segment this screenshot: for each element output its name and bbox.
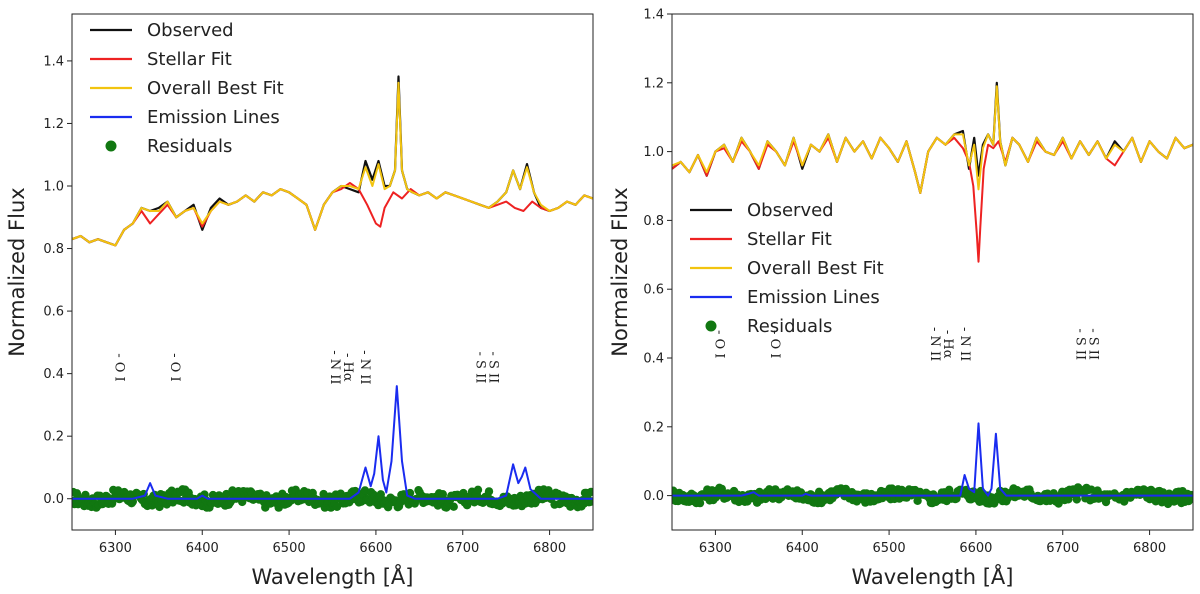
y-tick-label: 0.2 [643,420,664,435]
x-tick-label: 6600 [959,541,992,556]
legend-label-stellar: Stellar Fit [747,229,832,250]
residual-point [586,487,593,497]
x-axis-label: Wavelength [Å] [251,563,413,589]
x-tick-label: 6800 [1133,541,1166,556]
right-panel: 6300 6400 6500 6600 6700 6800 0.0 0.2 0.4 0.6 0.8 1… [608,8,1194,589]
legend-label-emission: Emission Lines [747,287,880,308]
y-axis-label: Normalized Flux [608,187,632,356]
line-id-label: - N II [927,327,942,361]
legend-marker-residuals [105,140,117,152]
line-id-label: - O I [711,330,726,358]
legend: Observed Stellar Fit Overall Best Fit Emiss… [690,200,884,337]
y-axis-label: Normalized Flux [5,187,29,356]
x-tick-label: 6600 [359,541,392,556]
x-tick-label: 6700 [446,541,479,556]
y-tick-label: 0.4 [643,352,664,367]
legend-label-bestfit: Overall Best Fit [147,78,284,99]
x-tick-label: 6500 [273,541,306,556]
y-tick-label: 1.0 [43,180,64,195]
line-id-label: - N II [957,327,972,361]
legend-label-observed: Observed [147,20,234,41]
y-tick-label: 0.8 [643,214,664,229]
y-tick-label: 0.6 [643,283,664,298]
axes-frame [71,13,594,531]
residual-point [473,485,483,494]
line-id-label: - S II [486,351,501,383]
legend-label-stellar: Stellar Fit [147,49,232,70]
line-id-label: - O I [111,353,126,381]
observed-line [72,75,593,247]
residual-point [222,489,231,499]
legend-label-observed: Observed [747,200,834,221]
plot-area [672,81,1193,509]
line-id-label: - Hα [340,353,355,382]
line-id-label: - O I [767,330,782,358]
y-tick-label: 0.0 [43,492,64,507]
line-id-label: - N II [327,350,342,384]
legend: Observed Stellar Fit Overall Best Fit Emiss… [90,20,284,157]
bestfit-line [72,81,593,247]
y-tick-label: 1.0 [643,145,664,160]
line-id-label: - S II [1086,328,1101,360]
left-panel: 6300 6400 6500 6600 6700 6800 0.0 0.2 0.4 0.6 0.8 1… [5,13,594,589]
y-tick-label: 1.2 [43,117,64,132]
legend-label-emission: Emission Lines [147,107,280,128]
y-tick-label: 1.4 [43,54,64,69]
y-tick-label: 0.8 [43,242,64,257]
plot-area [72,75,593,512]
line-id-label: - O I [167,353,182,381]
y-tick-label: 0.0 [643,489,664,504]
residual-point [1072,495,1082,504]
x-tick-label: 6400 [186,541,219,556]
legend-label-residuals: Residuals [147,136,232,157]
axes-frame [671,13,1194,531]
emission-line [72,385,593,500]
residual-point [945,485,954,494]
legend-label-bestfit: Overall Best Fit [747,258,884,279]
legend-marker-residuals [705,320,717,332]
stellar-line [72,181,593,247]
residual-point [81,490,90,500]
x-tick-label: 6800 [533,541,566,556]
emission-line [672,422,1193,497]
x-tick-label: 6500 [873,541,906,556]
residual-point [695,498,705,508]
bestfit-line [672,85,1193,194]
x-axis-label: Wavelength [Å] [851,563,1013,589]
legend-label-residuals: Residuals [747,316,832,337]
x-tick-label: 6700 [1046,541,1079,556]
x-tick-label: 6400 [786,541,819,556]
line-id-label: - Hα [940,330,955,359]
y-tick-label: 0.2 [43,430,64,445]
residual-point [332,502,342,511]
x-tick-label: 6300 [699,541,732,556]
y-tick-label: 1.4 [643,8,664,23]
y-tick-label: 1.2 [643,76,664,91]
residual-point [484,487,494,496]
line-id-label: - S II [1073,328,1088,360]
y-tick-label: 0.4 [43,367,64,382]
residual-point [449,502,458,511]
x-tick-label: 6300 [99,541,132,556]
y-tick-label: 0.6 [43,305,64,320]
line-id-label: - N II [357,350,372,384]
observed-line [672,81,1193,194]
line-id-label: - S II [473,352,488,384]
